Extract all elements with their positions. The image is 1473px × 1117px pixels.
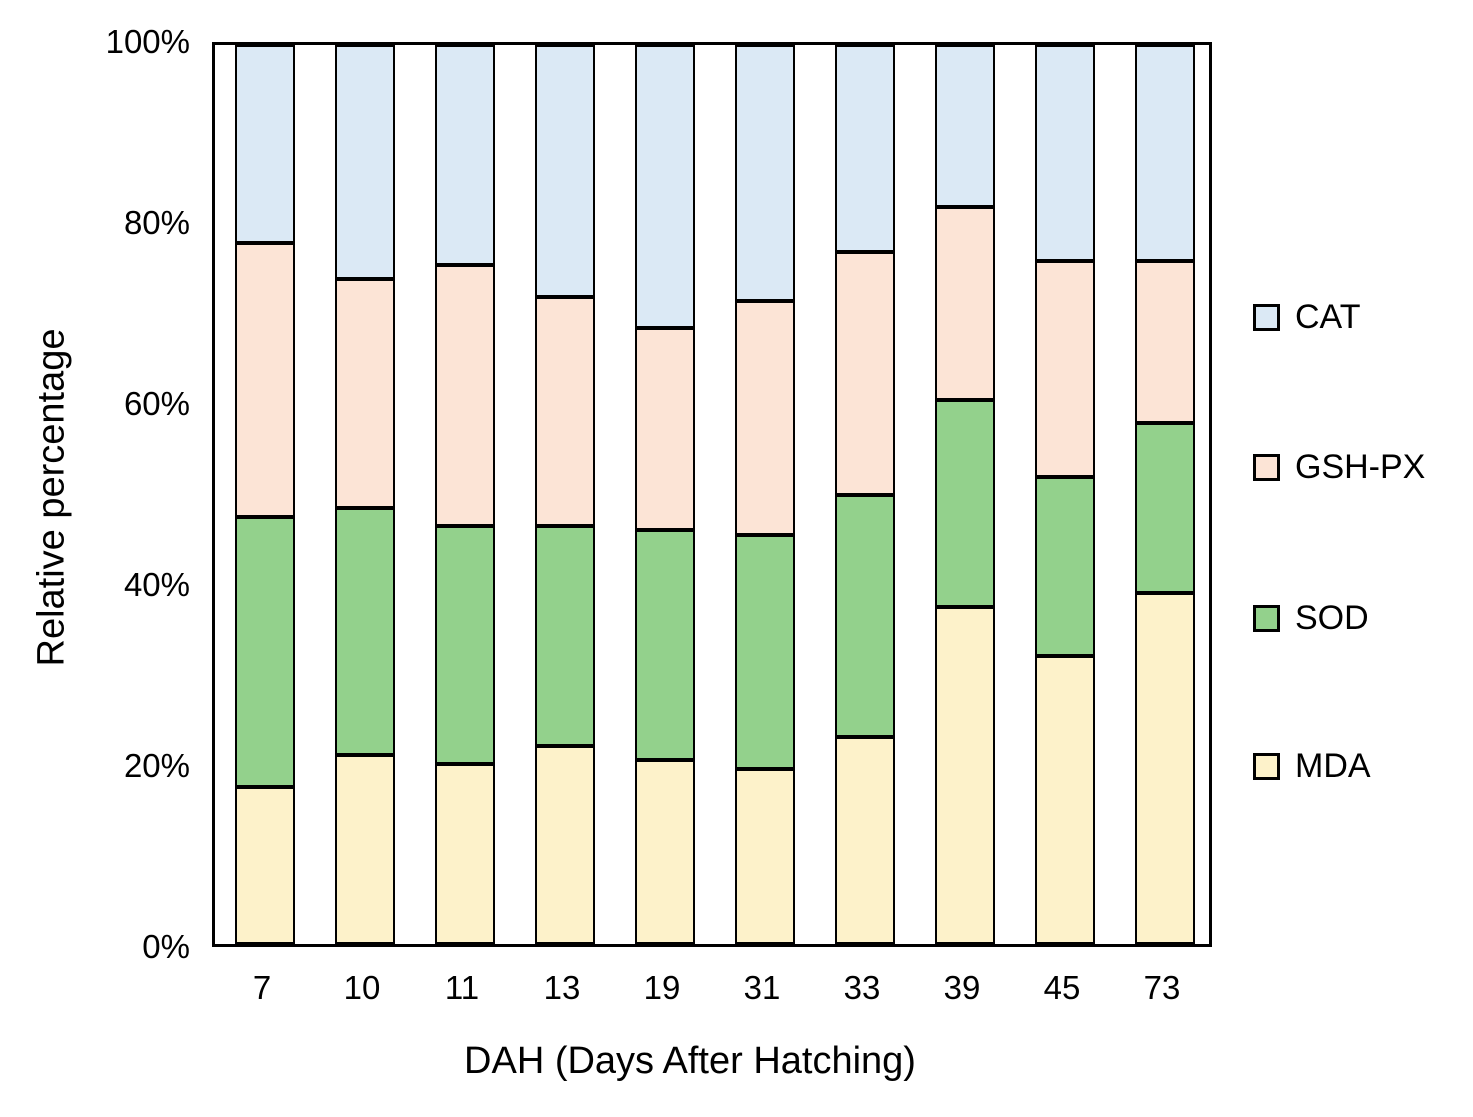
bar-segment-sod [735, 534, 795, 769]
stacked-bar-10 [335, 45, 395, 944]
bar-segment-cat [435, 45, 495, 266]
legend-label: GSH-PX [1295, 448, 1426, 486]
stacked-bar-33 [835, 45, 895, 944]
x-tick-label: 19 [643, 969, 681, 1006]
bar-segment-mda [735, 768, 795, 944]
stacked-bar-19 [635, 45, 695, 944]
bar-segment-mda [235, 786, 295, 944]
bar-segment-sod [1135, 422, 1195, 594]
bar-segment-mda [635, 759, 695, 944]
bar-segment-gsh-px [935, 206, 995, 401]
stacked-bar-31 [735, 45, 795, 944]
legend-label: CAT [1295, 298, 1361, 336]
bar-segment-cat [235, 45, 295, 243]
y-tick-label: 40% [123, 566, 190, 603]
stacked-bar-45 [1035, 45, 1095, 944]
legend-swatch-cat [1253, 303, 1280, 331]
x-tick-label: 73 [1143, 969, 1181, 1006]
bar-segment-mda [335, 755, 395, 944]
bar-segment-mda [435, 764, 495, 944]
bar-segment-cat [635, 45, 695, 329]
y-tick-label: 0% [142, 928, 190, 965]
y-tick-label: 80% [123, 204, 190, 241]
bar-segment-gsh-px [635, 328, 695, 531]
bar-segment-sod [635, 530, 695, 760]
legend-swatch-mda [1253, 752, 1280, 780]
bar-segment-mda [935, 606, 995, 944]
bar-segment-sod [935, 400, 995, 607]
bar-segment-gsh-px [835, 251, 895, 495]
legend-label: MDA [1295, 747, 1371, 785]
x-tick-label: 13 [543, 969, 581, 1006]
plot-area [212, 42, 1212, 947]
x-axis-title: DAH (Days After Hatching) [464, 1040, 916, 1082]
bar-segment-cat [735, 45, 795, 302]
bar-segment-sod [435, 525, 495, 765]
bar-segment-sod [335, 508, 395, 756]
bar-segment-gsh-px [535, 296, 595, 526]
bar-segment-cat [1035, 45, 1095, 261]
x-tick-label: 33 [843, 969, 881, 1006]
bar-segment-cat [335, 45, 395, 279]
stacked-bar-73 [1135, 45, 1195, 944]
bar-segment-sod [235, 517, 295, 787]
bar-segment-cat [935, 45, 995, 207]
bar-segment-cat [535, 45, 595, 297]
legend-entry-sod: SOD [1253, 601, 1369, 635]
bar-segment-gsh-px [335, 278, 395, 508]
stacked-bar-39 [935, 45, 995, 944]
bar-segment-gsh-px [1135, 260, 1195, 423]
y-tick-label: 60% [123, 385, 190, 422]
legend: CAT GSH-PX SOD MDA [1253, 0, 1473, 1117]
bar-segment-cat [835, 45, 895, 252]
legend-label: SOD [1295, 599, 1369, 637]
x-tick-label: 31 [743, 969, 781, 1006]
x-tick-label: 11 [444, 969, 480, 1006]
bar-segment-sod [1035, 476, 1095, 657]
bar-segment-mda [835, 737, 895, 944]
bar-segment-mda [1035, 656, 1095, 944]
x-tick-label: 10 [343, 969, 381, 1006]
legend-swatch-sod [1253, 604, 1280, 632]
x-tick-label: 39 [943, 969, 981, 1006]
bar-segment-sod [835, 494, 895, 738]
bar-segment-mda [1135, 593, 1195, 944]
stacked-bar-13 [535, 45, 595, 944]
bar-segment-sod [535, 525, 595, 747]
stacked-bar-11 [435, 45, 495, 944]
y-tick-label: 20% [123, 747, 190, 784]
legend-swatch-gsh-px [1253, 453, 1280, 481]
bar-segment-mda [535, 746, 595, 944]
legend-entry-mda: MDA [1253, 749, 1371, 783]
x-tick-label: 7 [252, 969, 272, 1006]
bar-segment-cat [1135, 45, 1195, 261]
bar-segment-gsh-px [735, 301, 795, 535]
y-tick-label: 100% [105, 23, 190, 60]
legend-entry-gsh-px: GSH-PX [1253, 450, 1425, 484]
bar-segment-gsh-px [1035, 260, 1095, 477]
stacked-bar-7 [235, 45, 295, 944]
bar-segment-gsh-px [235, 242, 295, 517]
bar-segment-gsh-px [435, 265, 495, 526]
legend-entry-cat: CAT [1253, 300, 1360, 334]
x-tick-label: 45 [1043, 969, 1081, 1006]
